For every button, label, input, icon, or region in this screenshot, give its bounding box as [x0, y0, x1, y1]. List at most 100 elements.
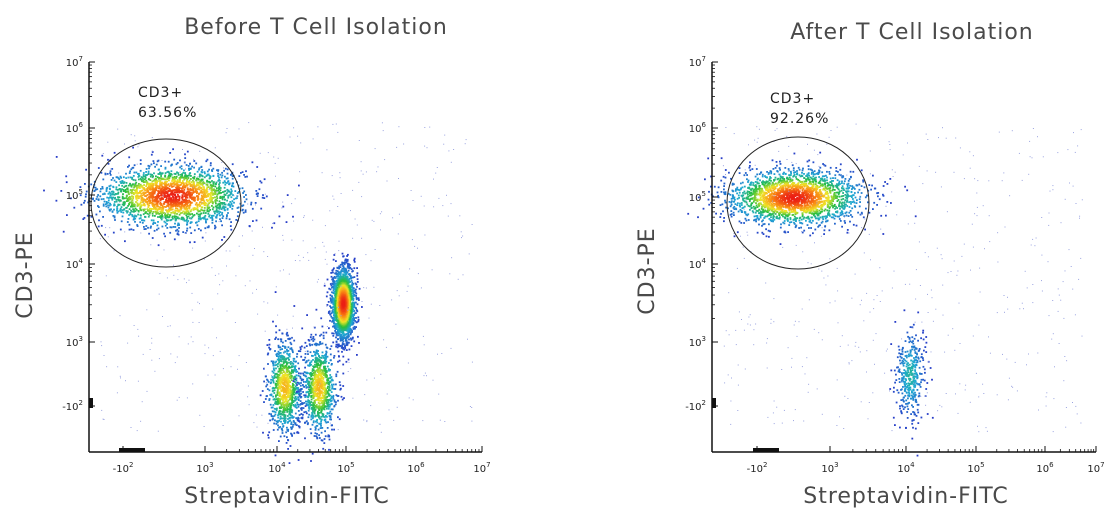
event-point — [108, 204, 111, 207]
event-point — [343, 263, 346, 266]
event-point — [185, 183, 188, 186]
event-point — [336, 324, 338, 327]
event-point — [329, 294, 332, 297]
event-point — [153, 205, 156, 207]
event-point — [284, 415, 287, 418]
event-point — [290, 408, 293, 411]
event-point — [201, 171, 204, 174]
event-point — [350, 319, 353, 322]
event-point — [85, 168, 87, 171]
event-point — [277, 365, 279, 368]
event-point — [224, 190, 227, 192]
event-point — [232, 185, 235, 188]
event-point — [271, 415, 273, 418]
event-point — [171, 186, 173, 188]
event-point — [345, 270, 347, 273]
event-point — [342, 274, 345, 277]
event-point — [181, 204, 184, 207]
event-point — [119, 188, 121, 190]
event-point — [183, 212, 186, 215]
event-point — [206, 206, 209, 209]
event-point — [292, 401, 295, 403]
event-point — [225, 177, 228, 180]
event-point — [177, 204, 179, 206]
event-point — [212, 206, 215, 209]
event-point — [330, 307, 333, 309]
event-point — [111, 198, 114, 201]
event-point — [225, 217, 228, 220]
event-point — [216, 197, 219, 200]
event-point — [104, 173, 107, 176]
event-point — [105, 188, 108, 191]
event-point — [344, 259, 347, 262]
event-point — [174, 180, 177, 183]
event-point — [149, 210, 152, 212]
event-point — [175, 188, 178, 190]
event-point — [175, 163, 178, 166]
event-point — [329, 305, 331, 308]
event-point — [328, 287, 331, 290]
event-point — [128, 156, 131, 159]
event-point — [157, 192, 159, 195]
event-point — [181, 196, 184, 198]
event-point — [357, 335, 359, 338]
event-point — [222, 202, 225, 205]
event-point — [275, 386, 277, 389]
event-point — [212, 183, 215, 185]
event-point — [226, 172, 229, 175]
event-point — [113, 215, 116, 218]
event-point — [122, 201, 125, 204]
event-point — [161, 186, 164, 188]
event-point — [228, 218, 231, 221]
event-point — [335, 309, 337, 312]
event-point — [217, 203, 220, 206]
event-point — [283, 413, 286, 416]
event-point — [215, 220, 217, 223]
event-point — [194, 191, 196, 193]
event-point — [198, 182, 201, 184]
event-point — [165, 200, 167, 203]
event-point — [348, 341, 350, 344]
event-point — [350, 268, 353, 270]
event-point — [358, 299, 360, 301]
event-point — [147, 209, 149, 212]
event-point — [166, 227, 169, 229]
event-point — [176, 180, 179, 182]
event-point — [184, 172, 186, 175]
event-point — [173, 194, 176, 196]
event-point — [175, 215, 178, 218]
event-point — [139, 208, 142, 211]
event-point — [157, 216, 159, 218]
event-point — [228, 183, 231, 186]
event-point — [272, 404, 275, 406]
event-point — [223, 190, 226, 193]
event-point — [271, 370, 274, 373]
event-point — [150, 153, 153, 156]
event-point — [198, 203, 201, 206]
event-point — [292, 404, 295, 406]
event-point — [216, 195, 218, 198]
event-point — [208, 206, 211, 209]
event-point — [150, 188, 152, 191]
event-point — [155, 178, 158, 181]
event-point — [164, 167, 167, 170]
event-point — [339, 273, 342, 276]
event-point — [148, 207, 151, 210]
event-point — [351, 276, 354, 279]
event-point — [153, 196, 155, 199]
event-point — [278, 410, 281, 413]
event-point — [269, 403, 272, 406]
event-point — [187, 201, 189, 204]
event-point — [349, 274, 351, 277]
event-point — [174, 183, 177, 186]
event-point — [351, 294, 354, 297]
event-point — [335, 273, 338, 276]
event-point — [166, 171, 169, 173]
event-point — [123, 203, 126, 205]
event-point — [199, 201, 201, 204]
event-point — [183, 169, 185, 172]
event-point — [273, 376, 276, 379]
event-point — [275, 325, 277, 328]
event-point — [183, 189, 186, 191]
event-point — [85, 190, 88, 193]
